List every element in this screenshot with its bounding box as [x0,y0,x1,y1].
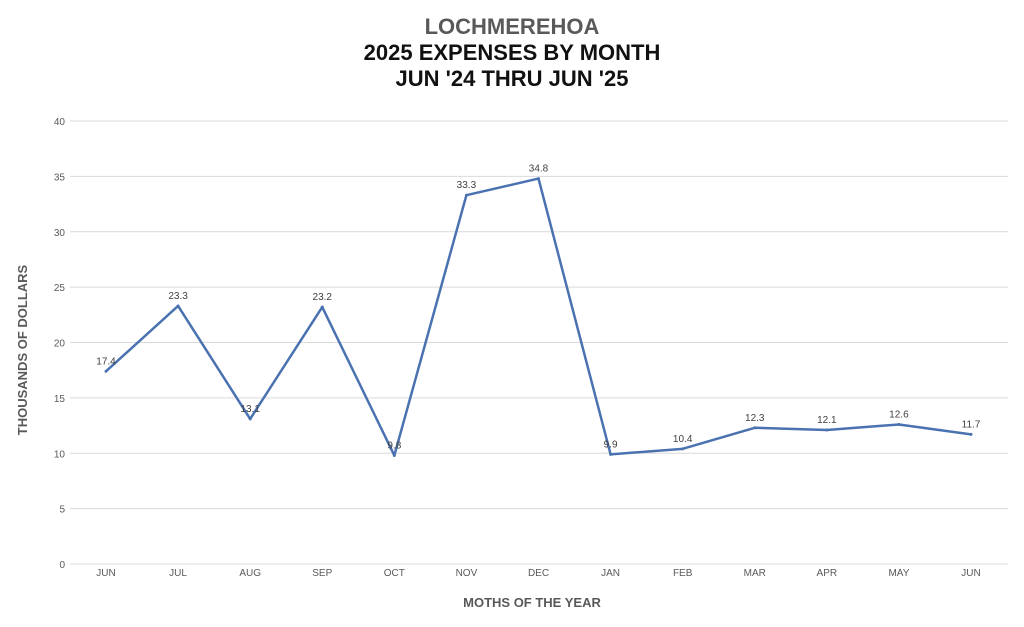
chart-titles: LOCHMEREHOA 2025 EXPENSES BY MONTH JUN '… [0,14,1024,92]
y-tick-label: 30 [54,228,66,239]
data-point [320,305,324,309]
data-point [825,428,829,432]
y-tick-label: 35 [54,172,66,183]
y-tick-label: 10 [54,449,66,460]
y-tick-label: 5 [59,505,65,516]
x-tick-label: JAN [601,568,620,579]
x-axis-ticks: JUN JUL AUG SEP OCT NOV DEC JAN FEB MAR APR MAY JUN [96,568,980,579]
data-point [248,417,252,421]
series-line [104,177,973,457]
data-label: 23.2 [313,292,333,303]
x-tick-label: JUL [169,568,187,579]
data-label: 12.6 [889,409,909,420]
data-label: 13.1 [240,404,260,415]
expenses-series [104,177,973,457]
x-tick-label: DEC [528,568,549,579]
x-axis-title: MOTHS OF THE YEAR [463,595,601,610]
data-point [897,422,901,426]
data-label: 11.7 [962,419,981,430]
data-point [392,453,396,457]
data-label: 34.8 [529,164,549,175]
data-point [537,177,540,181]
y-tick-label: 40 [54,117,66,128]
chart-title: LOCHMEREHOA [424,14,600,39]
data-point [609,452,613,456]
data-label: 12.1 [817,415,837,426]
chart-subtitle: 2025 EXPENSES BY MONTH [363,40,661,65]
y-tick-label: 25 [54,283,66,294]
data-point [753,426,757,430]
chart-subtitle-period: JUN '24 THRU JUN '25 [395,66,629,91]
x-tick-label: APR [817,568,838,579]
data-point [176,304,180,308]
x-tick-label: MAR [744,568,766,579]
x-tick-label: NOV [456,568,478,579]
x-tick-label: JUN [961,568,980,579]
x-tick-label: FEB [673,568,693,579]
data-point [464,193,468,197]
gridlines [70,120,1008,565]
data-label: 10.4 [673,434,693,445]
y-tick-label: 15 [54,394,66,405]
data-point [681,447,685,451]
x-tick-label: SEP [312,568,332,579]
data-label: 12.3 [745,413,765,424]
y-axis-ticks: 0 5 10 15 20 25 30 35 40 [54,117,66,571]
data-label: 9.8 [387,440,401,451]
y-tick-label: 20 [54,339,66,350]
data-label: 33.3 [457,180,477,191]
x-tick-label: MAY [888,568,909,579]
data-label: 23.3 [168,291,188,302]
data-point [969,432,973,436]
data-point [104,369,108,373]
data-label: 9.9 [604,439,618,450]
y-tick-label: 0 [59,560,65,571]
x-tick-label: JUN [96,568,115,579]
data-label: 17.4 [96,356,116,367]
data-labels: 17.4 23.3 13.1 23.2 9.8 33.3 34.8 9.9 10.4 12.3 12… [96,164,981,452]
y-axis-title: THOUSANDS OF DOLLARS [15,264,30,435]
x-tick-label: OCT [384,568,405,579]
x-tick-label: AUG [239,568,261,579]
